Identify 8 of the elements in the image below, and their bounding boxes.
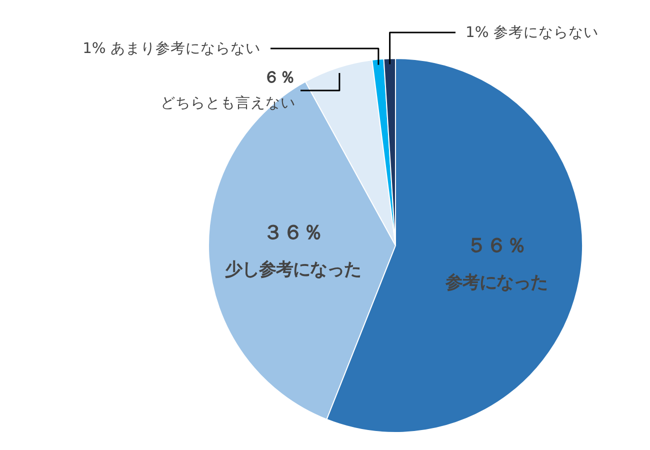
slice-label: 少し参考になった <box>224 260 361 280</box>
slice-label: 1% あまり参考にならない <box>82 40 261 57</box>
slice-label: どちらとも言えない <box>160 94 296 112</box>
data-label: ５６％ <box>466 232 527 257</box>
data-label: ３６％ <box>262 220 323 244</box>
data-label: ６％ <box>264 68 296 86</box>
slice-label: 1% 参考にならない <box>466 24 598 41</box>
slice-label: 参考になった <box>444 272 548 293</box>
